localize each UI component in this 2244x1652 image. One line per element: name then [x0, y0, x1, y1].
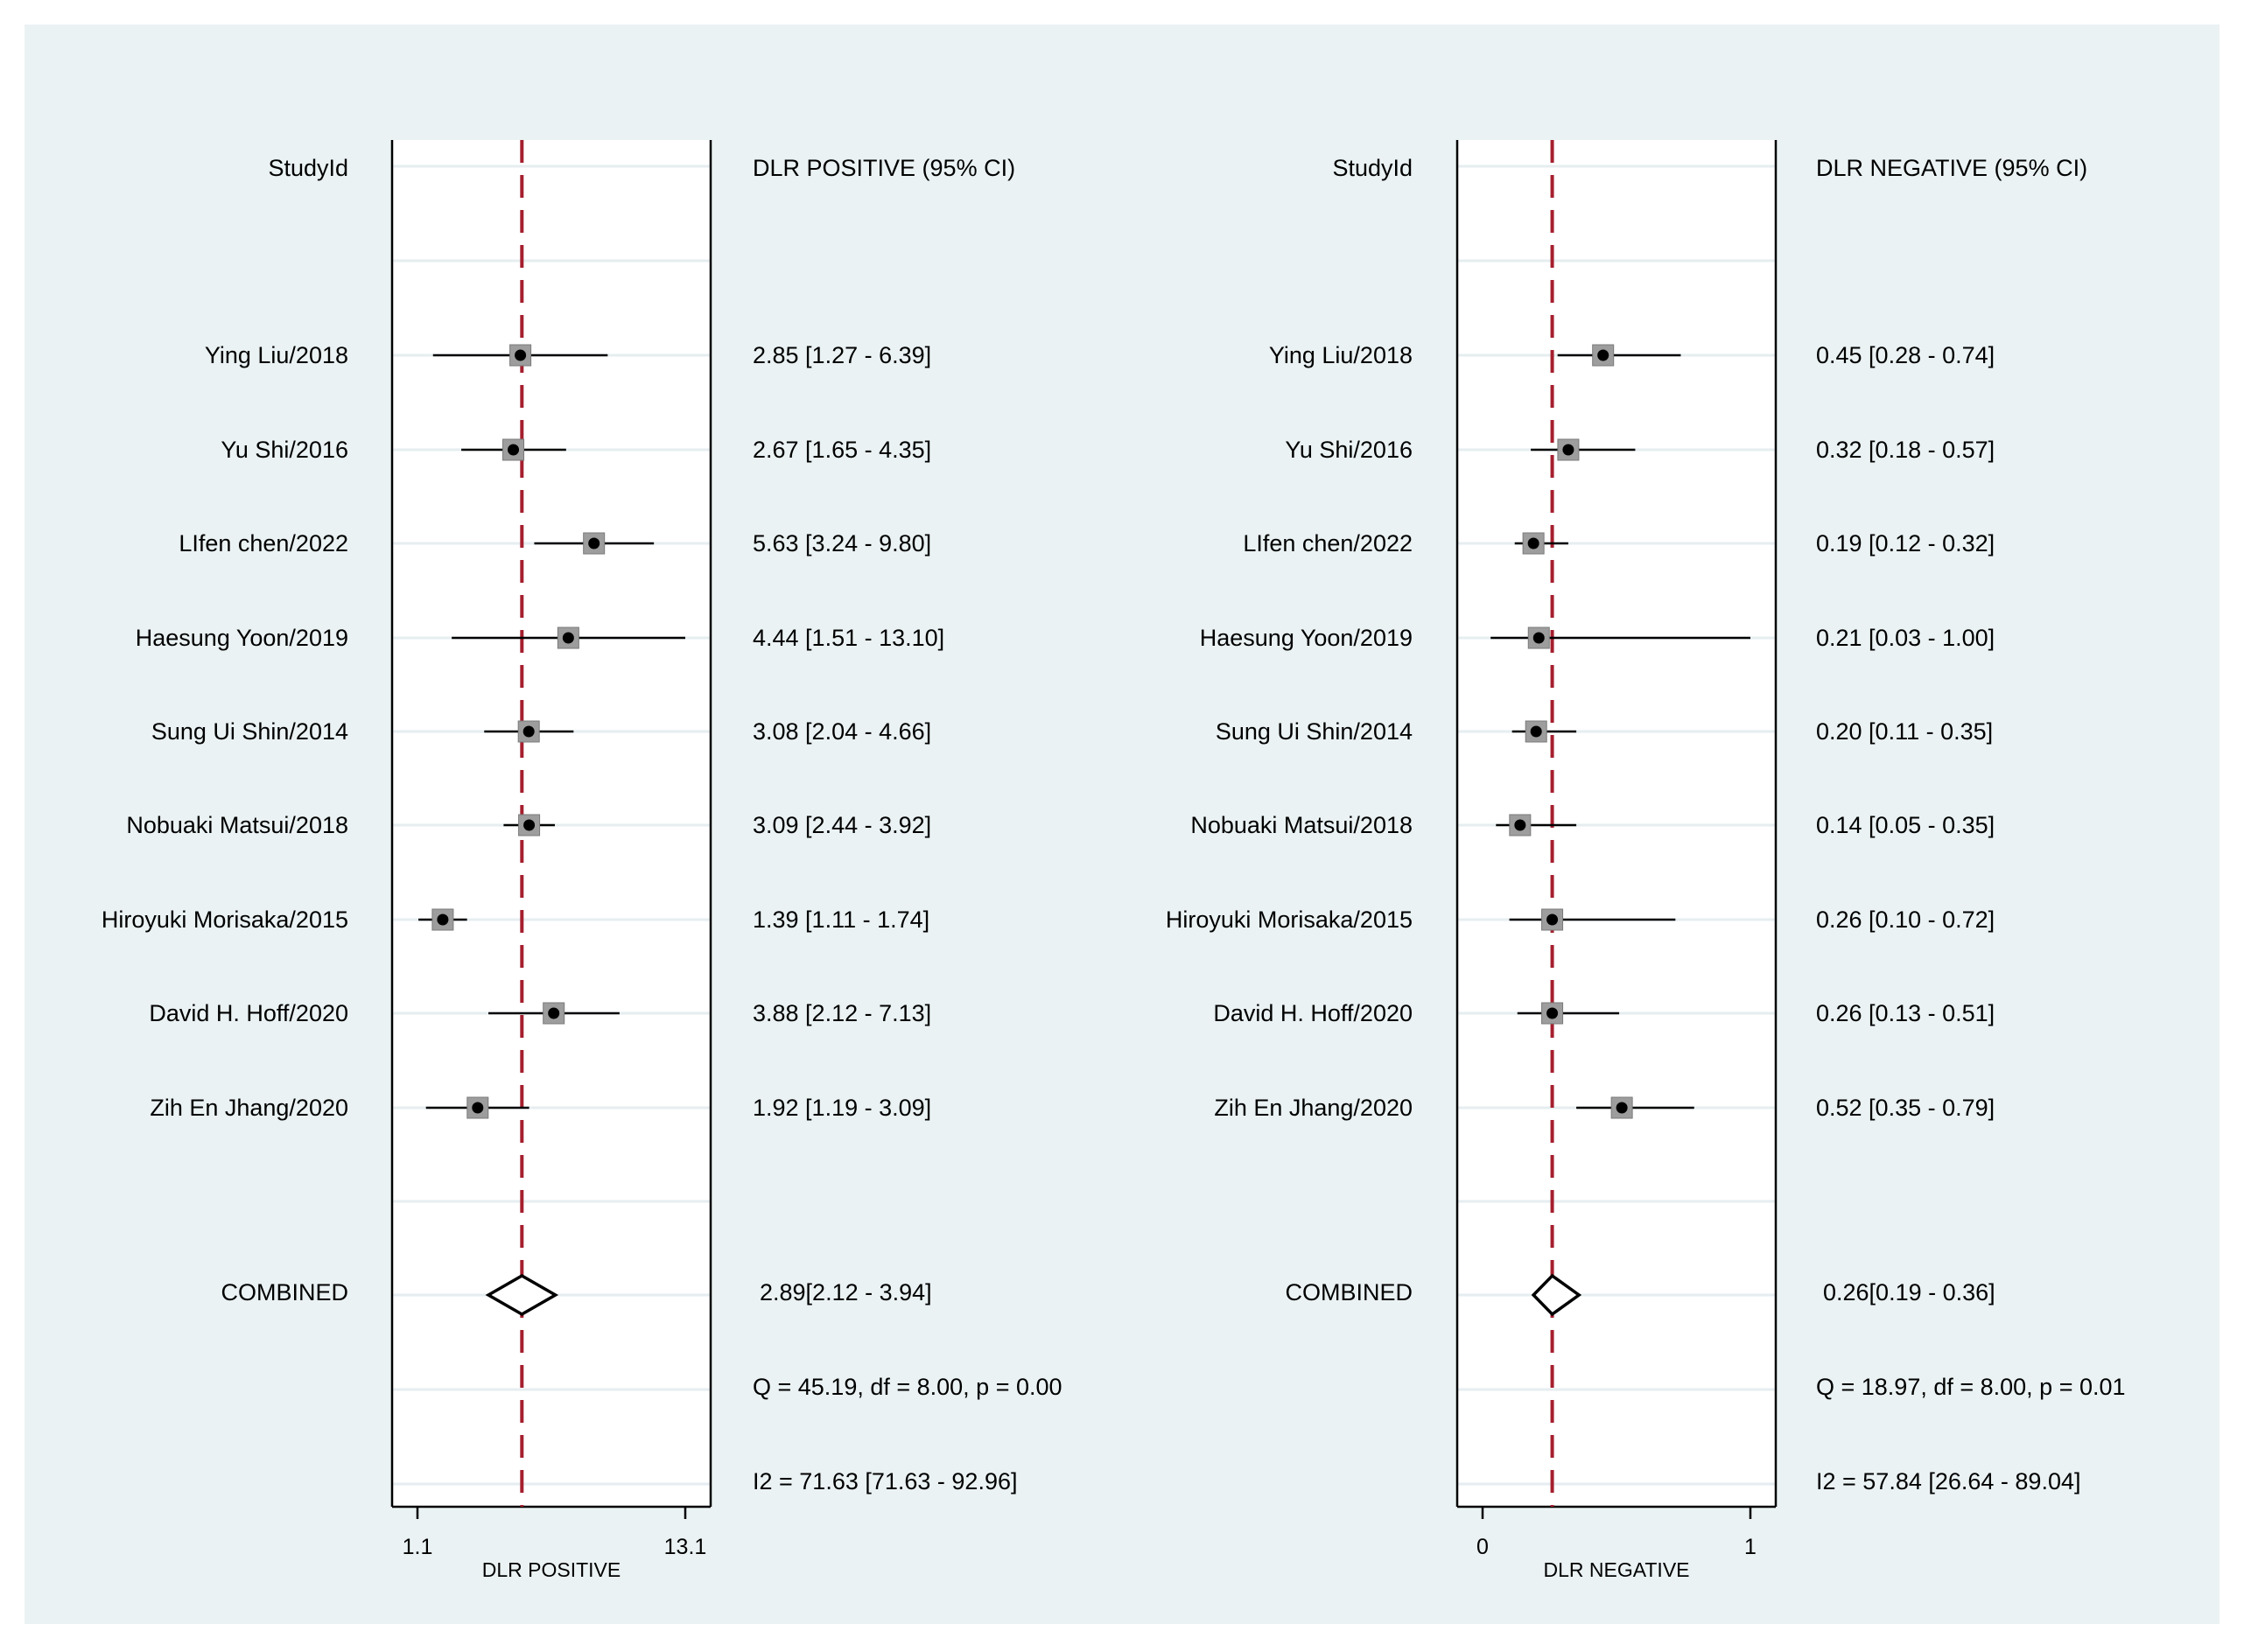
dlr-negative-point-estimate — [1527, 537, 1539, 550]
dlr-negative-study-name: Nobuaki Matsui/2018 — [1190, 812, 1413, 838]
dlr-positive-study-estimate-text: 4.44 [1.51 - 13.10] — [753, 625, 944, 651]
dlr-negative-marks — [1490, 140, 1750, 1507]
dlr-negative-study-name: Hiroyuki Morisaka/2015 — [1166, 906, 1413, 933]
dlr-negative-study-estimate-text: 0.26 [0.10 - 0.72] — [1816, 906, 1995, 933]
dlr-positive-x-axis-title: DLR POSITIVE — [482, 1558, 621, 1581]
dlr-negative-panel: StudyId DLR NEGATIVE (95% CI) Ying Liu/2… — [1166, 140, 2126, 1581]
dlr-positive-study-name: Sung Ui Shin/2014 — [151, 718, 348, 745]
dlr-negative-point-estimate — [1616, 1102, 1628, 1114]
dlr-positive-study-estimate-text: 2.67 [1.65 - 4.35] — [753, 437, 931, 463]
dlr-positive-tick-label-max: 13.1 — [664, 1535, 707, 1559]
dlr-positive-study-estimate-text: 3.08 [2.04 - 4.66] — [753, 718, 931, 745]
dlr-negative-study-header: StudyId — [1332, 155, 1413, 181]
dlr-positive-point-estimate — [472, 1102, 484, 1114]
dlr-positive-heterogeneity-q: Q = 45.19, df = 8.00, p = 0.00 — [753, 1374, 1062, 1400]
dlr-negative-weight-square — [1541, 1002, 1564, 1025]
dlr-negative-tick-label-max: 1 — [1744, 1535, 1757, 1559]
dlr-negative-study-name: Zih En Jhang/2020 — [1214, 1095, 1413, 1121]
dlr-negative-study-estimate-text: 0.19 [0.12 - 0.32] — [1816, 530, 1995, 556]
dlr-negative-point-estimate — [1546, 1007, 1559, 1019]
dlr-positive-panel: StudyId DLR POSITIVE (95% CI) Ying Liu/2… — [102, 140, 1062, 1581]
dlr-positive-combined-label: COMBINED — [221, 1279, 348, 1306]
dlr-positive-study-name: Haesung Yoon/2019 — [136, 625, 348, 651]
dlr-positive-tick-label-min: 1.1 — [403, 1535, 433, 1559]
dlr-positive-study-name: Zih En Jhang/2020 — [150, 1095, 348, 1121]
dlr-negative-study-estimate-text: 0.32 [0.18 - 0.57] — [1816, 437, 1995, 463]
dlr-positive-study-name: Yu Shi/2016 — [221, 437, 348, 463]
dlr-negative-combined-value: 0.26[0.19 - 0.36] — [1823, 1279, 1995, 1306]
dlr-positive-study-name: Hiroyuki Morisaka/2015 — [102, 906, 348, 933]
dlr-positive-study-name: Nobuaki Matsui/2018 — [126, 812, 348, 838]
dlr-positive-study-estimate-text: 3.09 [2.44 - 3.92] — [753, 812, 931, 838]
dlr-positive-marks — [418, 140, 685, 1507]
dlr-negative-point-estimate — [1530, 725, 1542, 738]
dlr-negative-combined-label: COMBINED — [1285, 1279, 1413, 1306]
dlr-negative-heterogeneity-i2: I2 = 57.84 [26.64 - 89.04] — [1816, 1468, 2080, 1494]
dlr-negative-tick-label-min: 0 — [1476, 1535, 1489, 1559]
dlr-negative-study-name: Sung Ui Shin/2014 — [1216, 718, 1413, 745]
dlr-negative-study-estimate-text: 0.52 [0.35 - 0.79] — [1816, 1095, 1995, 1121]
dlr-positive-study-estimate-text: 5.63 [3.24 - 9.80] — [753, 530, 931, 556]
dlr-positive-study-name: Ying Liu/2018 — [205, 342, 348, 368]
dlr-negative-combined-diamond — [1531, 1273, 1582, 1317]
dlr-negative-x-axis-title: DLR NEGATIVE — [1544, 1558, 1690, 1581]
dlr-negative-point-estimate — [1532, 632, 1545, 644]
dlr-negative-study-name: Yu Shi/2016 — [1285, 437, 1413, 463]
dlr-positive-study-name: LIfen chen/2022 — [179, 530, 348, 556]
dlr-positive-point-estimate — [522, 725, 535, 738]
dlr-positive-study-estimate-text: 1.92 [1.19 - 3.09] — [753, 1095, 931, 1121]
dlr-negative-heterogeneity-q: Q = 18.97, df = 8.00, p = 0.01 — [1816, 1374, 2126, 1400]
dlr-negative-study-estimate-text: 0.14 [0.05 - 0.35] — [1816, 812, 1995, 838]
dlr-positive-plot-area — [392, 140, 711, 1507]
dlr-negative-study-name: LIfen chen/2022 — [1243, 530, 1413, 556]
dlr-negative-point-estimate — [1514, 819, 1526, 831]
dlr-positive-labels: Ying Liu/2018 2.85 [1.27 - 6.39] Yu Shi/20… — [102, 342, 944, 1121]
dlr-positive-estimate-header: DLR POSITIVE (95% CI) — [753, 155, 1015, 181]
dlr-positive-study-estimate-text: 1.39 [1.11 - 1.74] — [753, 906, 929, 933]
dlr-negative-weight-square — [1592, 344, 1615, 367]
dlr-negative-study-estimate-text: 0.45 [0.28 - 0.74] — [1816, 342, 1995, 368]
dlr-positive-point-estimate — [548, 1007, 560, 1019]
graph-background — [25, 24, 2219, 1624]
dlr-negative-study-name: David H. Hoff/2020 — [1213, 1000, 1413, 1026]
dlr-positive-study-header: StudyId — [268, 155, 348, 181]
dlr-positive-point-estimate — [523, 819, 536, 831]
dlr-negative-study-name: Ying Liu/2018 — [1269, 342, 1413, 368]
dlr-negative-estimate-header: DLR NEGATIVE (95% CI) — [1816, 155, 2087, 181]
dlr-positive-heterogeneity-i2: I2 = 71.63 [71.63 - 92.96] — [753, 1468, 1017, 1494]
dlr-positive-point-estimate — [588, 537, 600, 550]
dlr-negative-point-estimate — [1562, 444, 1574, 456]
dlr-negative-study-estimate-text: 0.21 [0.03 - 1.00] — [1816, 625, 1995, 651]
dlr-negative-point-estimate — [1597, 349, 1609, 361]
dlr-positive-point-estimate — [562, 632, 574, 644]
dlr-negative-study-estimate-text: 0.20 [0.11 - 0.35] — [1816, 718, 1993, 745]
dlr-negative-study-name: Haesung Yoon/2019 — [1200, 625, 1413, 651]
dlr-positive-study-name: David H. Hoff/2020 — [149, 1000, 348, 1026]
dlr-positive-point-estimate — [508, 444, 520, 456]
dlr-negative-point-estimate — [1546, 914, 1559, 926]
dlr-positive-combined-value: 2.89[2.12 - 3.94] — [760, 1279, 932, 1306]
dlr-positive-combined-diamond — [485, 1273, 559, 1317]
dlr-positive-point-estimate — [437, 914, 449, 926]
dlr-positive-point-estimate — [515, 349, 527, 361]
dlr-positive-study-estimate-text: 3.88 [2.12 - 7.13] — [753, 1000, 931, 1026]
dlr-negative-labels: Ying Liu/2018 0.45 [0.28 - 0.74] Yu Shi/20… — [1166, 342, 1995, 1121]
dlr-positive-study-estimate-text: 2.85 [1.27 - 6.39] — [753, 342, 931, 368]
dlr-negative-plot-area — [1457, 140, 1776, 1507]
dlr-positive-weight-square — [517, 720, 540, 743]
dlr-negative-study-estimate-text: 0.26 [0.13 - 0.51] — [1816, 1000, 1995, 1026]
